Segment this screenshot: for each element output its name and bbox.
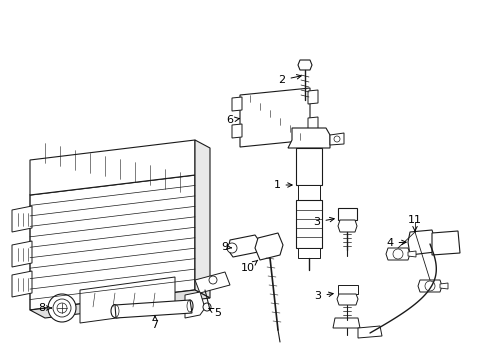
Polygon shape (12, 271, 32, 297)
Circle shape (203, 303, 210, 311)
Polygon shape (439, 283, 447, 289)
Circle shape (226, 243, 237, 253)
Polygon shape (30, 290, 209, 318)
Polygon shape (337, 208, 356, 220)
Circle shape (208, 276, 217, 284)
Text: 5: 5 (208, 308, 221, 318)
Polygon shape (297, 185, 319, 200)
Polygon shape (12, 206, 32, 232)
Polygon shape (336, 294, 357, 305)
Text: 9: 9 (221, 242, 231, 252)
Text: 4: 4 (386, 238, 406, 248)
Polygon shape (295, 148, 321, 185)
Polygon shape (297, 248, 319, 258)
Text: 3: 3 (314, 291, 332, 301)
Polygon shape (329, 133, 343, 145)
Polygon shape (337, 285, 357, 294)
Polygon shape (407, 251, 415, 257)
Circle shape (57, 303, 67, 313)
Polygon shape (115, 300, 192, 318)
Polygon shape (30, 140, 195, 195)
Text: 11: 11 (407, 215, 421, 231)
Text: 3: 3 (313, 217, 333, 227)
Polygon shape (184, 292, 204, 318)
Polygon shape (12, 241, 32, 267)
Polygon shape (287, 128, 329, 148)
Circle shape (53, 299, 71, 317)
Polygon shape (195, 140, 209, 298)
Polygon shape (231, 124, 242, 138)
Polygon shape (295, 200, 321, 248)
Polygon shape (307, 117, 317, 131)
Polygon shape (407, 230, 434, 255)
Circle shape (48, 294, 76, 322)
Polygon shape (80, 277, 175, 323)
Polygon shape (332, 318, 359, 328)
Circle shape (392, 249, 402, 259)
Text: 8: 8 (39, 303, 51, 313)
Circle shape (424, 281, 434, 291)
Polygon shape (240, 88, 309, 147)
Polygon shape (337, 220, 356, 232)
Polygon shape (231, 97, 242, 111)
Polygon shape (297, 60, 311, 70)
Polygon shape (195, 272, 229, 293)
Polygon shape (431, 231, 459, 255)
Polygon shape (357, 326, 381, 338)
Polygon shape (30, 175, 195, 310)
Polygon shape (385, 248, 409, 260)
Text: 10: 10 (241, 260, 257, 273)
Polygon shape (254, 233, 283, 260)
Polygon shape (307, 90, 317, 104)
Text: 1: 1 (273, 180, 291, 190)
Text: 7: 7 (151, 316, 158, 330)
Polygon shape (227, 235, 260, 257)
Text: 6: 6 (226, 115, 239, 125)
Polygon shape (417, 280, 441, 292)
Circle shape (333, 136, 339, 142)
Text: 2: 2 (278, 75, 301, 85)
